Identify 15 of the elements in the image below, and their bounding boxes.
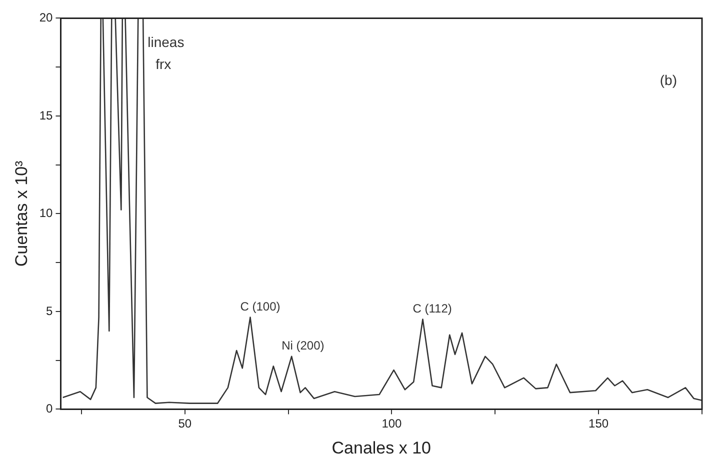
x-tick-label: 50 [178,416,192,431]
x-tick-label: 150 [588,416,609,431]
annotation: (b) [660,72,677,88]
x-tick-label: 100 [382,416,402,431]
y-tick-label: 10 [39,206,54,220]
y-axis-title: Cuentas x 10³ [12,160,31,267]
annotation: Ni (200) [282,338,324,353]
annotation: lineas frx [148,34,184,72]
y-tick-label: 0 [46,402,54,416]
y-tick-label: 15 [39,108,54,122]
y-tick-label: 20 [39,10,54,25]
y-tick-label: 5 [46,304,54,318]
annotation: C (112) [412,302,452,316]
annotation: C (100) [240,300,280,314]
x-axis-title: Canales x 10 [332,438,431,458]
